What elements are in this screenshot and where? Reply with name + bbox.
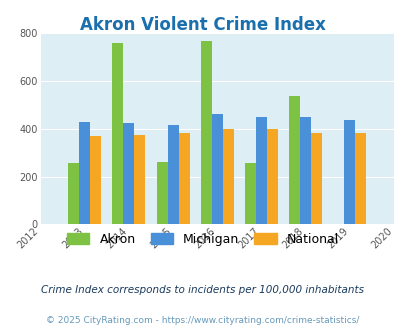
Bar — [255, 117, 266, 224]
Bar — [68, 163, 79, 224]
Bar — [156, 162, 167, 224]
Bar — [354, 134, 365, 224]
Bar — [134, 135, 145, 224]
Bar — [244, 163, 255, 224]
Bar — [79, 121, 90, 224]
Bar — [123, 123, 134, 224]
Legend: Akron, Michigan, National: Akron, Michigan, National — [62, 228, 343, 251]
Bar — [112, 43, 123, 224]
Bar — [310, 133, 321, 224]
Bar — [178, 133, 189, 224]
Bar — [200, 41, 211, 224]
Bar — [167, 125, 178, 224]
Text: Akron Violent Crime Index: Akron Violent Crime Index — [80, 16, 325, 35]
Text: Crime Index corresponds to incidents per 100,000 inhabitants: Crime Index corresponds to incidents per… — [41, 285, 364, 295]
Text: © 2025 CityRating.com - https://www.cityrating.com/crime-statistics/: © 2025 CityRating.com - https://www.city… — [46, 315, 359, 325]
Bar — [90, 136, 101, 224]
Bar — [266, 129, 277, 224]
Bar — [211, 115, 222, 224]
Bar — [343, 120, 354, 224]
Bar — [222, 129, 233, 224]
Bar — [288, 96, 299, 224]
Bar — [299, 117, 310, 224]
